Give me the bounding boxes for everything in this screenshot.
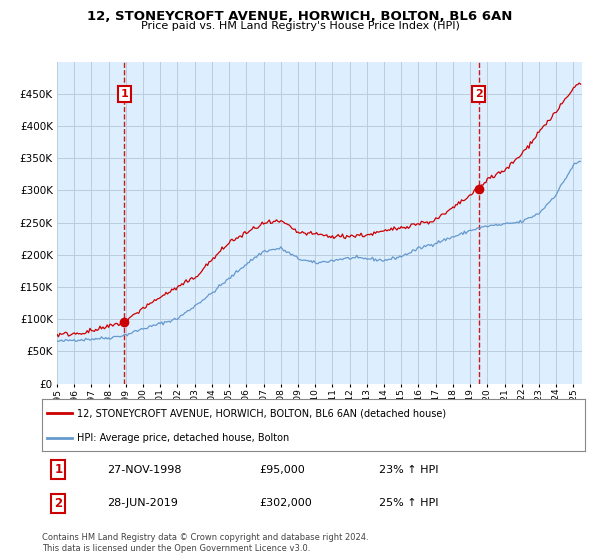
Text: 25% ↑ HPI: 25% ↑ HPI bbox=[379, 498, 438, 508]
Text: 1: 1 bbox=[54, 463, 62, 477]
Text: £95,000: £95,000 bbox=[259, 465, 305, 475]
Text: 23% ↑ HPI: 23% ↑ HPI bbox=[379, 465, 438, 475]
Text: 12, STONEYCROFT AVENUE, HORWICH, BOLTON, BL6 6AN (detached house): 12, STONEYCROFT AVENUE, HORWICH, BOLTON,… bbox=[77, 408, 446, 418]
Text: Contains HM Land Registry data © Crown copyright and database right 2024.
This d: Contains HM Land Registry data © Crown c… bbox=[42, 533, 368, 553]
Text: 2: 2 bbox=[475, 89, 482, 99]
Text: £302,000: £302,000 bbox=[259, 498, 312, 508]
Text: HPI: Average price, detached house, Bolton: HPI: Average price, detached house, Bolt… bbox=[77, 433, 290, 443]
Text: 2: 2 bbox=[54, 497, 62, 510]
Text: 28-JUN-2019: 28-JUN-2019 bbox=[107, 498, 178, 508]
Text: 27-NOV-1998: 27-NOV-1998 bbox=[107, 465, 182, 475]
Text: 12, STONEYCROFT AVENUE, HORWICH, BOLTON, BL6 6AN: 12, STONEYCROFT AVENUE, HORWICH, BOLTON,… bbox=[88, 10, 512, 23]
Text: Price paid vs. HM Land Registry's House Price Index (HPI): Price paid vs. HM Land Registry's House … bbox=[140, 21, 460, 31]
Text: 1: 1 bbox=[121, 89, 128, 99]
